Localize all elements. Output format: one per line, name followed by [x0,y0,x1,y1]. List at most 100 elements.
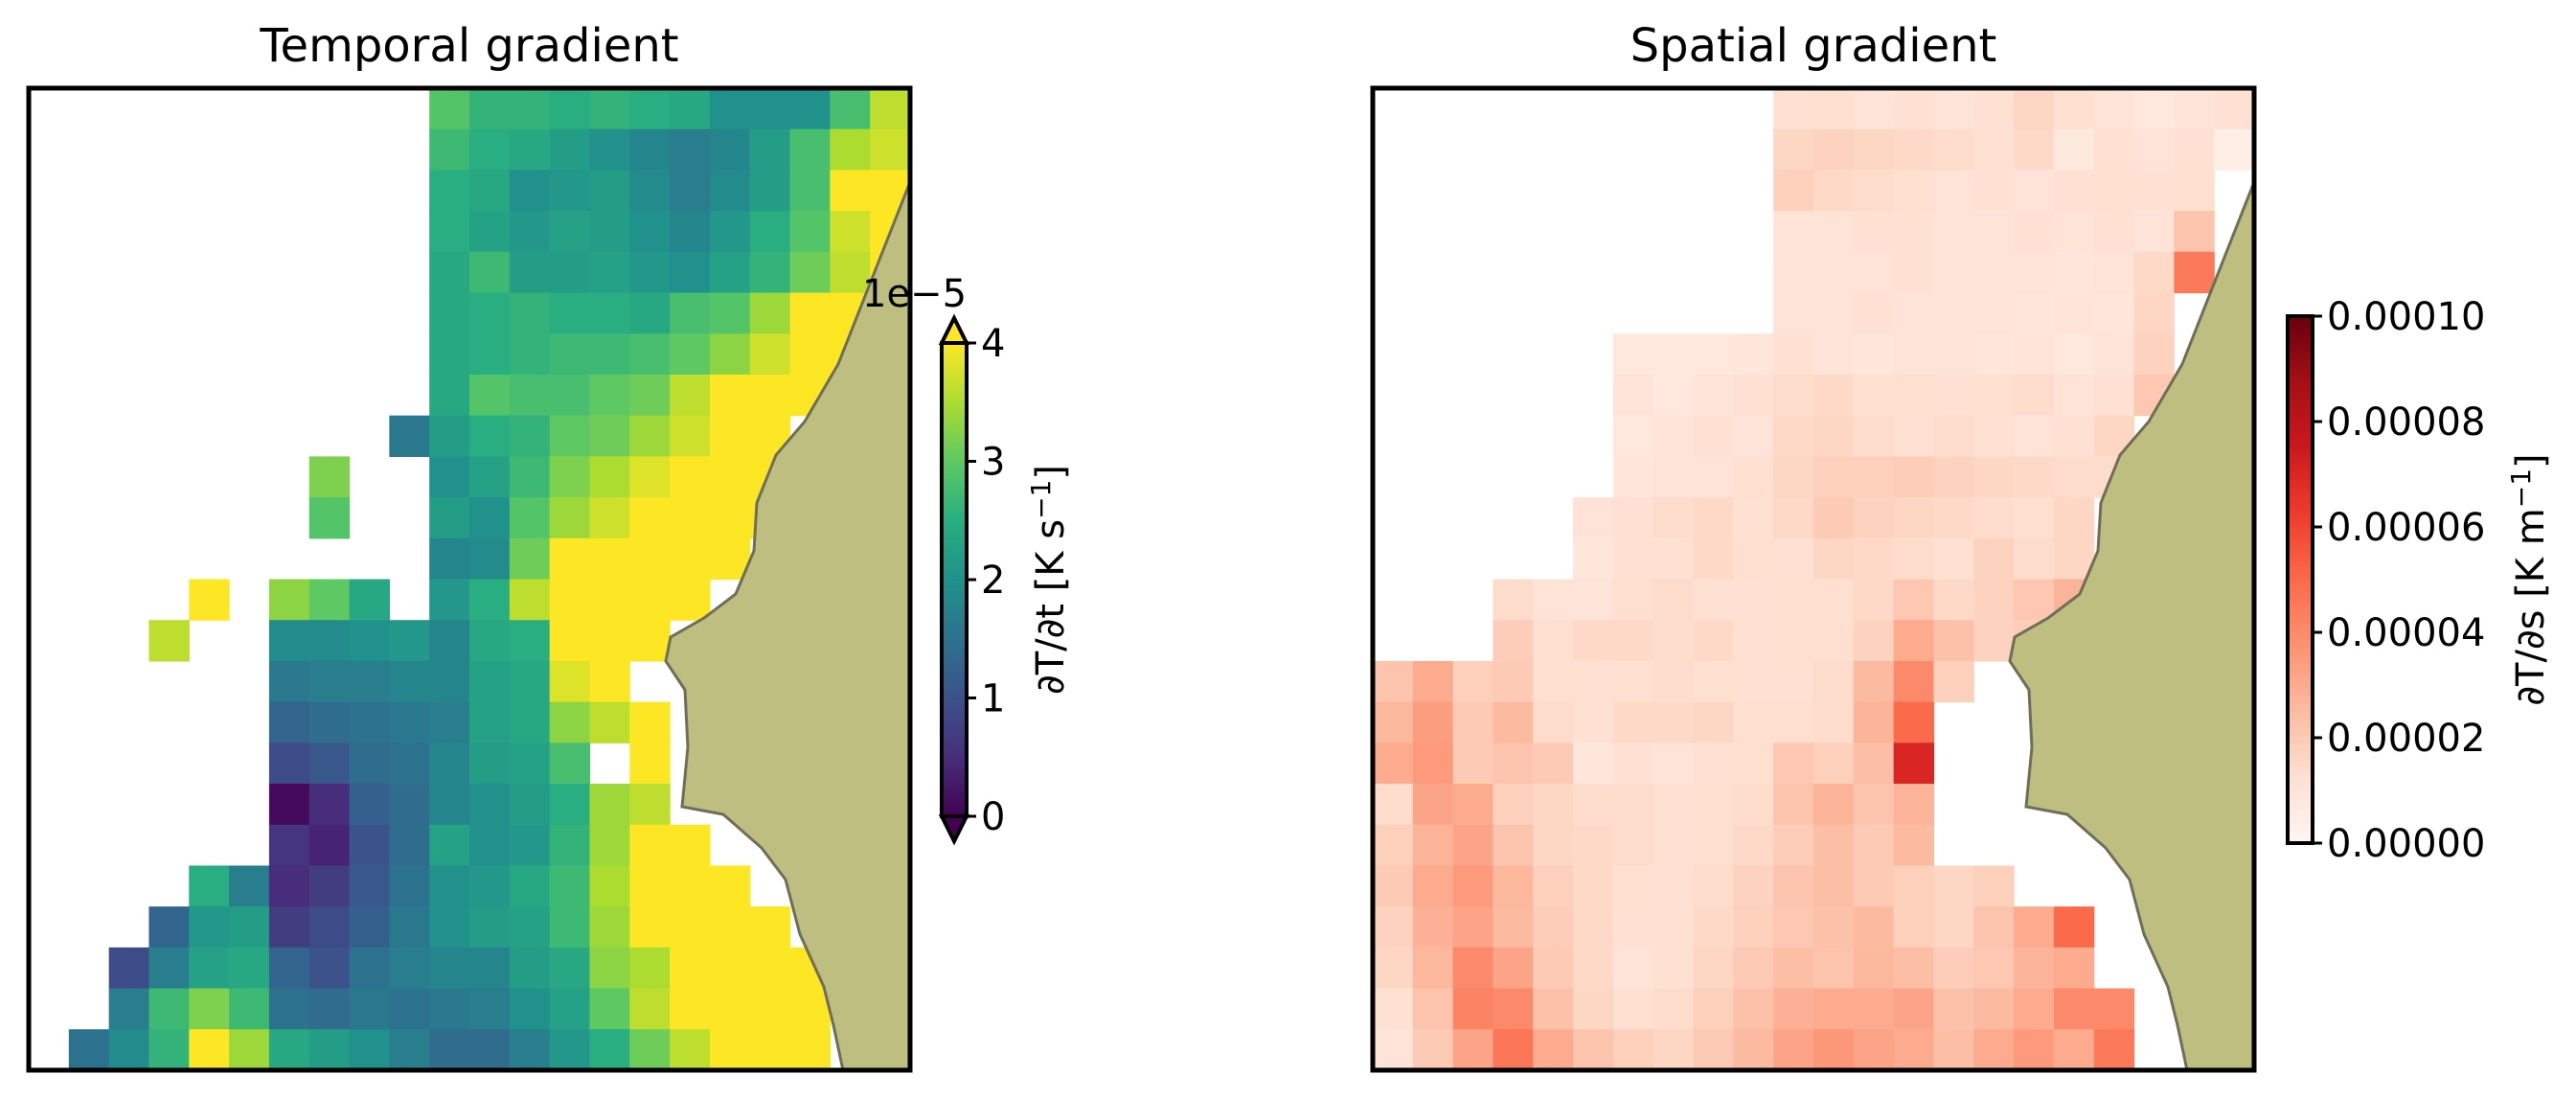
heatmap-cell [1373,824,1414,867]
heatmap-cell [148,906,190,948]
heatmap-cell [1733,415,1774,457]
heatmap-cell [1893,1029,1935,1070]
heatmap-cell [429,497,470,539]
heatmap-cell [670,579,711,621]
heatmap-cell [1773,743,1814,785]
heatmap-cell [709,947,751,990]
heatmap-cell [1533,579,1574,621]
heatmap-cell [1773,906,1814,948]
heatmap-cell [509,1029,551,1070]
heatmap-cell [1853,1029,1895,1070]
heatmap-cell [1813,906,1855,948]
heatmap-cell [509,415,551,457]
heatmap-cell [1853,784,1895,826]
heatmap-cell [1893,333,1935,376]
heatmap-cell [229,947,270,990]
heatmap-cell [1612,1029,1654,1070]
heatmap-cell [2014,251,2055,294]
heatmap-cell [670,497,711,539]
heatmap-cell [709,128,751,171]
heatmap-cell [1733,988,1774,1030]
heatmap-cell [1773,415,1814,457]
heatmap-cell [1893,824,1935,867]
heatmap-cell [589,701,630,743]
heatmap-cell [1653,988,1695,1030]
heatmap-cell [389,947,430,990]
heatmap-cell [1412,660,1454,703]
heatmap-cell [1373,701,1414,743]
heatmap-cell [1813,579,1855,621]
heatmap-cell [1853,170,1895,212]
heatmap-cell [1653,947,1695,990]
heatmap-cell [229,1029,270,1070]
heatmap-cell [1412,784,1454,826]
heatmap-cell [1893,988,1935,1030]
heatmap-cell [2133,292,2175,334]
heatmap-cell [1973,211,2015,253]
heatmap-cell [1612,374,1654,417]
colorbar-tick-label: 0.00004 [2327,611,2485,655]
heatmap-cell [349,620,390,662]
heatmap-cell [709,456,751,498]
heatmap-cell [429,988,470,1030]
heatmap-cell [469,1029,511,1070]
heatmap-cell [2053,1029,2095,1070]
heatmap-cell [830,128,871,171]
heatmap-cell [549,1029,591,1070]
colorbar-tick-label: 0.00008 [2327,400,2485,445]
heatmap-cell [389,784,430,826]
heatmap-cell [589,865,630,907]
heatmap-cell [1612,579,1654,621]
heatmap-cell [1733,537,1774,581]
heatmap-cell [1653,333,1695,376]
heatmap-cell [2053,333,2095,376]
heatmap-cell [2214,128,2254,171]
heatmap-cell [1853,579,1895,621]
heatmap-cell [2133,128,2175,171]
heatmap-cell [2053,456,2095,498]
heatmap-cell [2093,88,2135,130]
heatmap-cell [1533,947,1574,990]
heatmap-cell [429,537,470,581]
heatmap-cell [549,620,591,662]
heatmap-cell [1853,88,1895,130]
heatmap-cell [389,743,430,785]
heatmap-cell [1373,743,1414,785]
heatmap-cell [629,456,671,498]
heatmap-cell [1533,743,1574,785]
heatmap-cell [469,906,511,948]
heatmap-cell [2093,333,2135,376]
heatmap-cell [789,333,831,376]
heatmap-cell [2014,170,2055,212]
heatmap-cell [108,1029,150,1070]
heatmap-cell [1973,170,2015,212]
heatmap-cell [2093,211,2135,253]
heatmap-cell [1933,947,1974,990]
heatmap-cell [1493,660,1534,703]
heatmap-cell [1412,865,1454,907]
heatmap-cell [1653,824,1695,867]
heatmap-cell [2133,211,2175,253]
heatmap-cell [1653,865,1695,907]
heatmap-cell [1412,701,1454,743]
heatmap-cell [1893,537,1935,581]
heatmap-cell [1693,701,1734,743]
heatmap-cell [830,88,871,130]
heatmap-cell [1533,988,1574,1030]
heatmap-cell [1853,211,1895,253]
heatmap-cell [1693,374,1734,417]
heatmap-cell [589,374,630,417]
heatmap-cell [629,415,671,457]
heatmap-cell [349,660,390,703]
heatmap-cell [549,579,591,621]
heatmap-cell [1893,660,1935,703]
heatmap-cell [549,865,591,907]
heatmap-cell [308,988,351,1030]
heatmap-cell [1813,660,1855,703]
heatmap-cell [308,947,351,990]
colorbar-frame [2286,314,2314,845]
heatmap-cell [1893,128,1935,171]
heatmap-cell [749,333,791,376]
heatmap-cell [589,824,630,867]
heatmap-cell [1533,824,1574,867]
